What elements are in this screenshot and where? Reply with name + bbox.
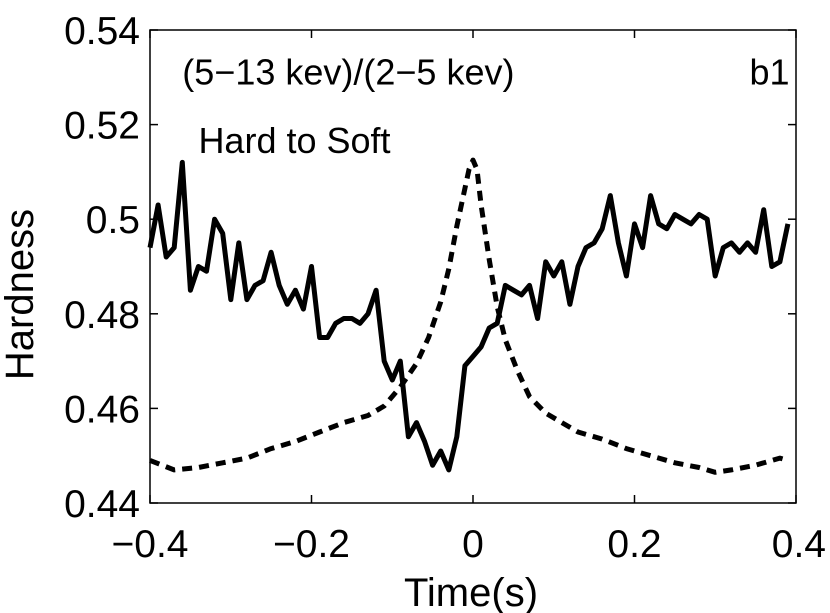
- plot-frame: [149, 29, 797, 504]
- x-tick-label: 0: [462, 523, 484, 566]
- y-axis-title: Hardness: [0, 209, 42, 380]
- y-tick-label: 0.44: [64, 483, 140, 526]
- y-tick-label: 0.5: [86, 199, 140, 242]
- y-tick-label: 0.48: [64, 294, 140, 337]
- x-tick-label: 0.4: [772, 523, 826, 566]
- dashed-series-line: [149, 157, 789, 475]
- y-tick-label: 0.46: [64, 388, 140, 431]
- y-tick-labels: 0.44 0.46 0.48 0.5 0.52 0.54: [64, 10, 140, 526]
- annotation-text: Hard to Soft: [198, 120, 390, 161]
- x-axis-title: Time(s): [404, 571, 538, 613]
- x-tick-label: 0.2: [607, 523, 661, 566]
- axis-ticks: [149, 29, 797, 504]
- y-tick-label: 0.54: [64, 10, 140, 53]
- annotations: (5−13 kev)/(2−5 kev) Hard to Soft b1: [182, 52, 789, 162]
- y-tick-label: 0.52: [64, 105, 140, 148]
- x-tick-label: −0.2: [273, 523, 350, 566]
- annotation-text: b1: [749, 52, 789, 93]
- annotation-text: (5−13 kev)/(2−5 kev): [182, 52, 514, 93]
- x-tick-labels: −0.4 −0.2 0 0.2 0.4: [112, 523, 827, 566]
- series-layer: [147, 157, 791, 475]
- x-tick-label: −0.4: [112, 523, 189, 566]
- solid-series-line: [147, 159, 791, 473]
